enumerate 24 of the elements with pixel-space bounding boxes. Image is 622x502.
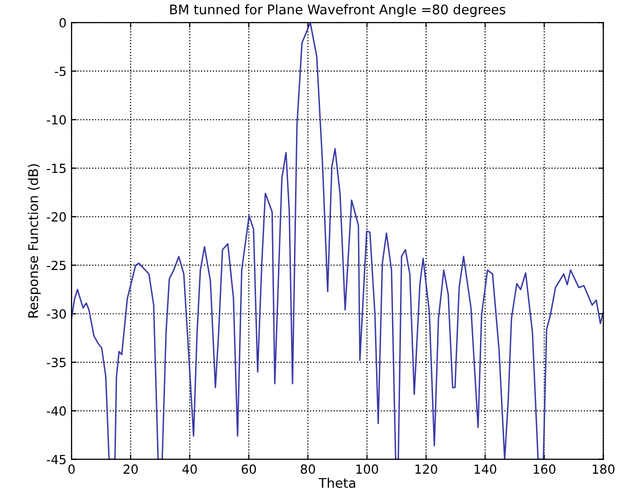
y-tick-label: -20 bbox=[46, 212, 66, 222]
x-tick-label: 80 bbox=[300, 464, 316, 474]
y-tick-label: -40 bbox=[46, 406, 66, 416]
x-tick-label: 140 bbox=[474, 464, 496, 474]
chart-title: BM tunned for Plane Wavefront Angle =80 degrees bbox=[170, 4, 506, 17]
x-tick-label: 100 bbox=[356, 464, 378, 474]
x-tick-label: 20 bbox=[124, 464, 138, 474]
x-tick-label: 180 bbox=[592, 464, 614, 474]
x-tick-label: 60 bbox=[242, 464, 256, 474]
y-tick-label: 0 bbox=[60, 18, 66, 28]
line-series bbox=[72, 22, 604, 460]
y-tick-label: -25 bbox=[46, 260, 66, 270]
y-tick-label: -35 bbox=[46, 358, 66, 368]
y-axis-title: Response Function (dB) bbox=[28, 164, 41, 318]
x-tick-label: 120 bbox=[416, 464, 438, 474]
y-tick-label: -15 bbox=[46, 164, 66, 174]
y-tick-label: -30 bbox=[46, 309, 66, 319]
x-tick-label: 40 bbox=[182, 464, 197, 474]
y-tick-label: -10 bbox=[46, 115, 66, 125]
x-axis-title: Theta bbox=[318, 478, 356, 488]
x-tick-label: 0 bbox=[68, 464, 75, 474]
x-tick-label: 160 bbox=[534, 464, 556, 474]
y-tick-label: -45 bbox=[46, 454, 66, 464]
y-tick-label: -5 bbox=[54, 66, 66, 76]
